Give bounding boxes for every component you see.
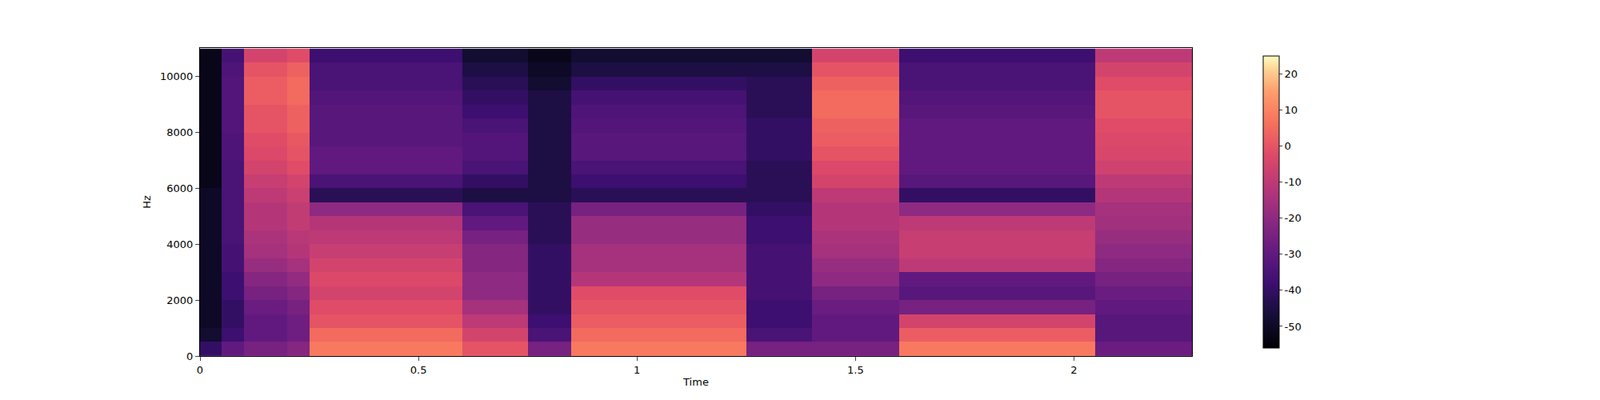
svg-text:1.5: 1.5: [847, 364, 864, 376]
svg-text:Time: Time: [682, 376, 709, 388]
svg-text:6000: 6000: [166, 182, 193, 195]
svg-text:Hz: Hz: [140, 195, 153, 209]
svg-text:1: 1: [633, 364, 640, 376]
svg-text:8000: 8000: [166, 126, 193, 139]
svg-text:-30: -30: [1284, 248, 1302, 260]
svg-text:0: 0: [1284, 140, 1292, 152]
svg-text:10: 10: [1284, 104, 1299, 116]
svg-text:10000: 10000: [160, 70, 193, 83]
svg-text:2: 2: [1070, 364, 1077, 376]
svg-text:20: 20: [1284, 68, 1299, 80]
svg-text:-10: -10: [1284, 176, 1302, 188]
svg-text:0: 0: [196, 364, 204, 376]
svg-text:0: 0: [186, 350, 193, 363]
svg-text:0.5: 0.5: [410, 364, 428, 376]
svg-text:4000: 4000: [166, 238, 193, 251]
svg-text:-20: -20: [1284, 212, 1302, 224]
svg-text:-40: -40: [1284, 284, 1302, 296]
svg-text:-50: -50: [1284, 320, 1302, 333]
svg-text:2000: 2000: [166, 294, 193, 307]
